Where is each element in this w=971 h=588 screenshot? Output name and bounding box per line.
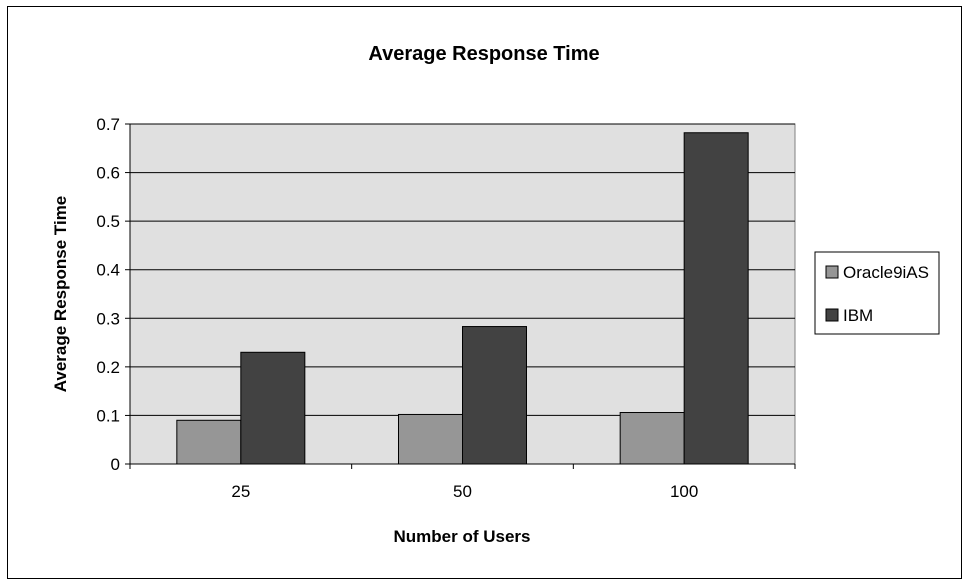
legend-label-oracle9ias: Oracle9iAS — [843, 263, 929, 282]
x-tick-label: 25 — [231, 482, 250, 501]
bar-ibm-100 — [683, 132, 749, 465]
y-tick-label: 0.1 — [96, 406, 120, 425]
x-tick-label: 50 — [453, 482, 472, 501]
y-tick-labels: 0 0.1 0.2 0.3 0.4 0.5 0.6 0.7 — [96, 115, 120, 474]
y-tick-label: 0.2 — [96, 358, 120, 377]
y-tick-label: 0.3 — [96, 309, 120, 328]
x-tick-labels: 25 50 100 — [231, 482, 698, 501]
x-tick-label: 100 — [670, 482, 698, 501]
legend-label-ibm: IBM — [843, 306, 873, 325]
legend-swatch-ibm — [825, 308, 839, 322]
y-tick-label: 0.7 — [96, 115, 120, 134]
bar-ibm-25 — [240, 351, 306, 465]
axes — [125, 123, 796, 469]
x-axis-label: Number of Users — [394, 527, 531, 546]
bar-oracle9ias-50 — [398, 413, 463, 465]
y-axis-label: Average Response Time — [51, 196, 70, 393]
chart-title: Average Response Time — [368, 43, 599, 65]
y-tick-label: 0.5 — [96, 212, 120, 231]
bar-oracle9ias-25 — [176, 419, 242, 465]
y-tick-label: 0 — [111, 455, 120, 474]
bar-ibm-50 — [462, 326, 527, 465]
y-tick-label: 0.4 — [96, 261, 120, 280]
bars — [176, 132, 749, 465]
bar-oracle9ias-100 — [619, 412, 685, 465]
legend-swatch-oracle9ias — [825, 265, 839, 279]
legend: Oracle9iAS IBM — [814, 251, 940, 335]
y-tick-label: 0.6 — [96, 164, 120, 183]
